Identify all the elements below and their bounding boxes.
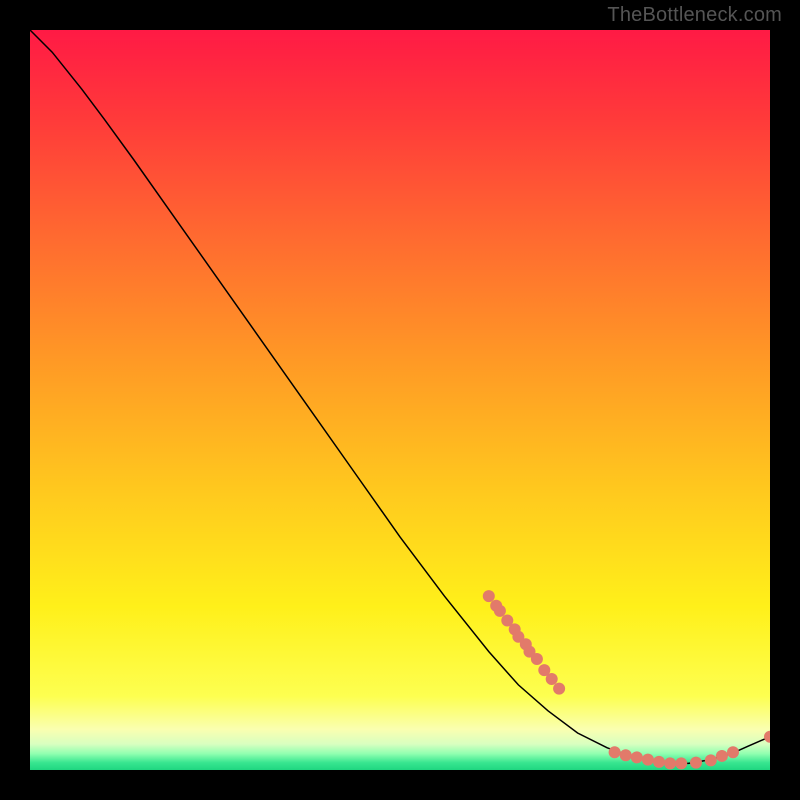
marker-point (531, 653, 543, 665)
gradient-background (30, 30, 770, 770)
marker-point (716, 750, 728, 762)
marker-point (705, 754, 717, 766)
watermark-text: TheBottleneck.com (607, 4, 782, 27)
marker-point (609, 746, 621, 758)
marker-point (690, 757, 702, 769)
marker-point (727, 746, 739, 758)
marker-point (553, 683, 565, 695)
marker-point (675, 757, 687, 769)
marker-point (546, 673, 558, 685)
marker-point (631, 751, 643, 763)
chart-svg (30, 30, 770, 770)
marker-point (490, 600, 502, 612)
marker-point (664, 757, 676, 769)
marker-point (653, 756, 665, 768)
marker-point (501, 615, 513, 627)
marker-point (642, 754, 654, 766)
marker-point (512, 631, 524, 643)
plot-area (30, 30, 770, 770)
marker-point (620, 749, 632, 761)
marker-point (483, 590, 495, 602)
